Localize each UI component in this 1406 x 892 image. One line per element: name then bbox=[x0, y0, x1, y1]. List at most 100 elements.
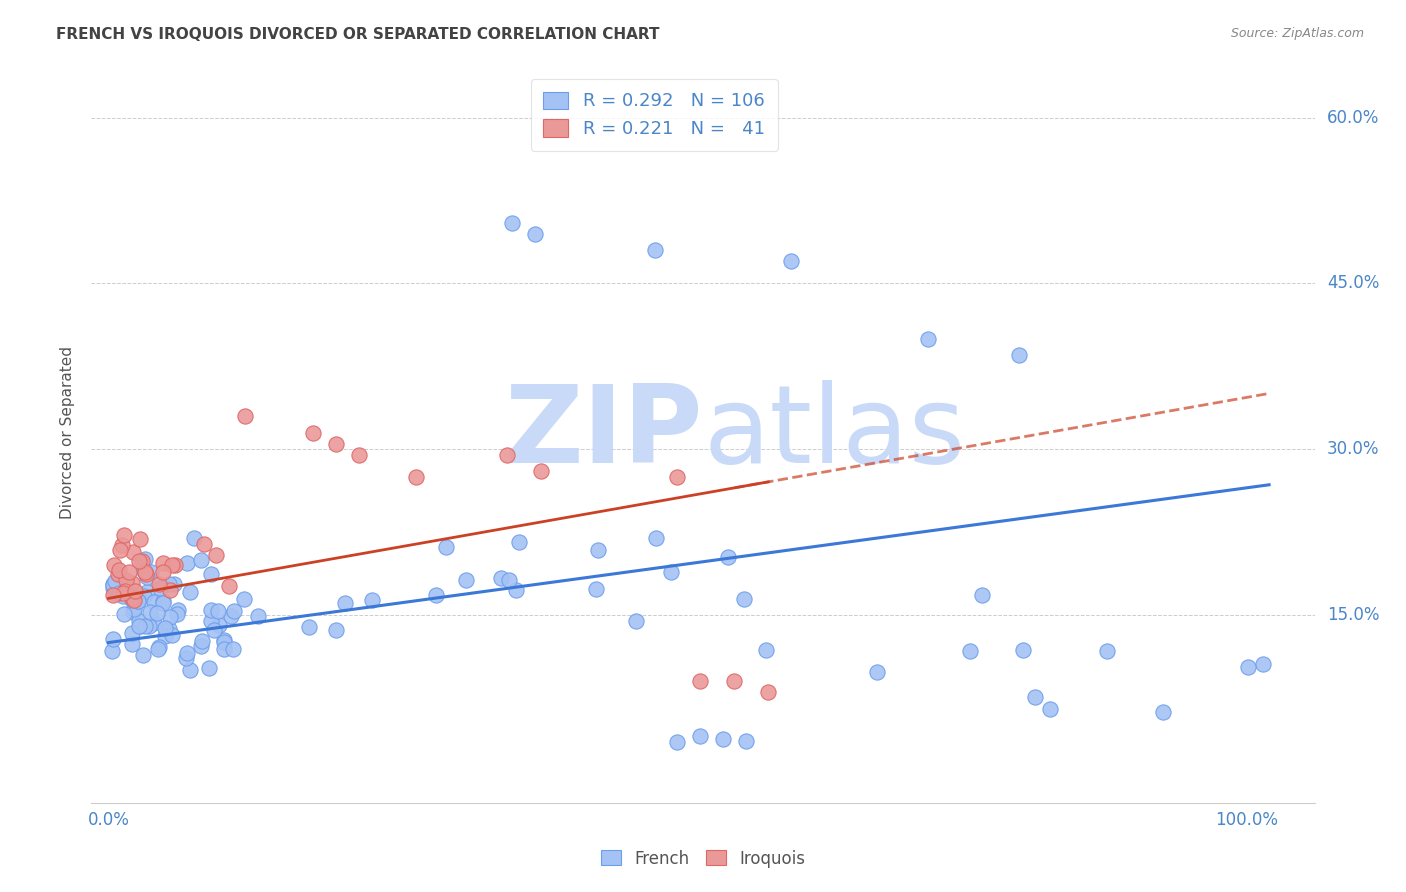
Point bbox=[132, 648, 155, 662]
Point bbox=[723, 674, 745, 689]
Point bbox=[157, 623, 180, 637]
Point bbox=[221, 608, 243, 623]
Point bbox=[101, 588, 124, 602]
Point bbox=[755, 642, 778, 657]
Point bbox=[139, 566, 162, 580]
Point bbox=[758, 685, 780, 699]
Point bbox=[152, 556, 174, 570]
Point bbox=[190, 553, 212, 567]
Point bbox=[666, 470, 689, 484]
Text: atlas: atlas bbox=[703, 380, 965, 485]
Point bbox=[246, 609, 269, 624]
Point bbox=[160, 558, 183, 572]
Point bbox=[190, 640, 212, 654]
Point bbox=[114, 584, 136, 599]
Point bbox=[149, 581, 172, 595]
Point bbox=[138, 619, 160, 633]
Point bbox=[103, 582, 125, 596]
Point bbox=[111, 538, 134, 552]
Point bbox=[118, 566, 141, 580]
Point bbox=[122, 592, 145, 607]
Point bbox=[361, 593, 384, 607]
Point bbox=[134, 589, 156, 603]
Point bbox=[166, 607, 188, 622]
Point bbox=[200, 567, 222, 582]
Point bbox=[959, 644, 981, 658]
Point bbox=[157, 576, 180, 591]
Text: 60.0%: 60.0% bbox=[1327, 109, 1379, 127]
Point bbox=[530, 464, 553, 478]
Point bbox=[524, 227, 547, 241]
Point bbox=[325, 436, 347, 450]
Point bbox=[111, 586, 134, 600]
Point bbox=[127, 593, 149, 607]
Point bbox=[132, 564, 155, 578]
Point bbox=[733, 592, 755, 607]
Point bbox=[142, 616, 165, 631]
Point bbox=[1152, 706, 1174, 720]
Point bbox=[128, 554, 150, 568]
Point bbox=[434, 540, 457, 554]
Point bbox=[661, 565, 683, 579]
Point bbox=[179, 663, 201, 677]
Point bbox=[218, 579, 240, 593]
Text: 15.0%: 15.0% bbox=[1327, 606, 1379, 624]
Point bbox=[200, 614, 222, 628]
Point bbox=[103, 632, 125, 646]
Point bbox=[131, 554, 153, 568]
Point bbox=[208, 618, 231, 632]
Point bbox=[508, 534, 530, 549]
Point bbox=[347, 448, 370, 462]
Text: 45.0%: 45.0% bbox=[1327, 275, 1379, 293]
Text: 30.0%: 30.0% bbox=[1327, 440, 1379, 458]
Point bbox=[159, 609, 181, 624]
Point bbox=[108, 586, 131, 600]
Point bbox=[146, 606, 169, 620]
Point bbox=[333, 596, 356, 610]
Point bbox=[689, 730, 711, 744]
Point bbox=[207, 604, 229, 618]
Point bbox=[1008, 348, 1031, 362]
Point bbox=[200, 603, 222, 617]
Point bbox=[491, 571, 513, 585]
Point bbox=[197, 661, 219, 675]
Point bbox=[165, 558, 187, 572]
Point bbox=[134, 619, 156, 633]
Point bbox=[1095, 644, 1118, 658]
Point bbox=[121, 591, 143, 605]
Point bbox=[107, 566, 129, 581]
Point bbox=[136, 584, 159, 599]
Point bbox=[122, 602, 145, 616]
Point bbox=[501, 216, 523, 230]
Point bbox=[127, 594, 149, 608]
Point bbox=[153, 621, 176, 635]
Point bbox=[212, 632, 235, 647]
Point bbox=[866, 665, 889, 680]
Point bbox=[734, 734, 756, 748]
Point bbox=[152, 594, 174, 608]
Point bbox=[129, 618, 152, 632]
Point bbox=[717, 550, 740, 565]
Point bbox=[191, 634, 214, 648]
Point bbox=[152, 566, 174, 580]
Point bbox=[202, 624, 225, 638]
Point bbox=[121, 605, 143, 619]
Point bbox=[585, 582, 607, 596]
Point bbox=[233, 409, 256, 423]
Point bbox=[121, 626, 143, 640]
Point bbox=[104, 574, 127, 588]
Point bbox=[128, 614, 150, 628]
Point bbox=[495, 448, 517, 462]
Text: ZIP: ZIP bbox=[505, 380, 703, 485]
Point bbox=[103, 578, 125, 592]
Point bbox=[146, 642, 169, 657]
Point bbox=[159, 583, 181, 598]
Point bbox=[148, 640, 170, 654]
Point bbox=[101, 644, 124, 658]
Point bbox=[124, 584, 146, 599]
Point bbox=[302, 425, 325, 440]
Point bbox=[193, 537, 215, 551]
Point bbox=[112, 607, 135, 621]
Point bbox=[104, 585, 127, 599]
Point bbox=[1011, 643, 1033, 657]
